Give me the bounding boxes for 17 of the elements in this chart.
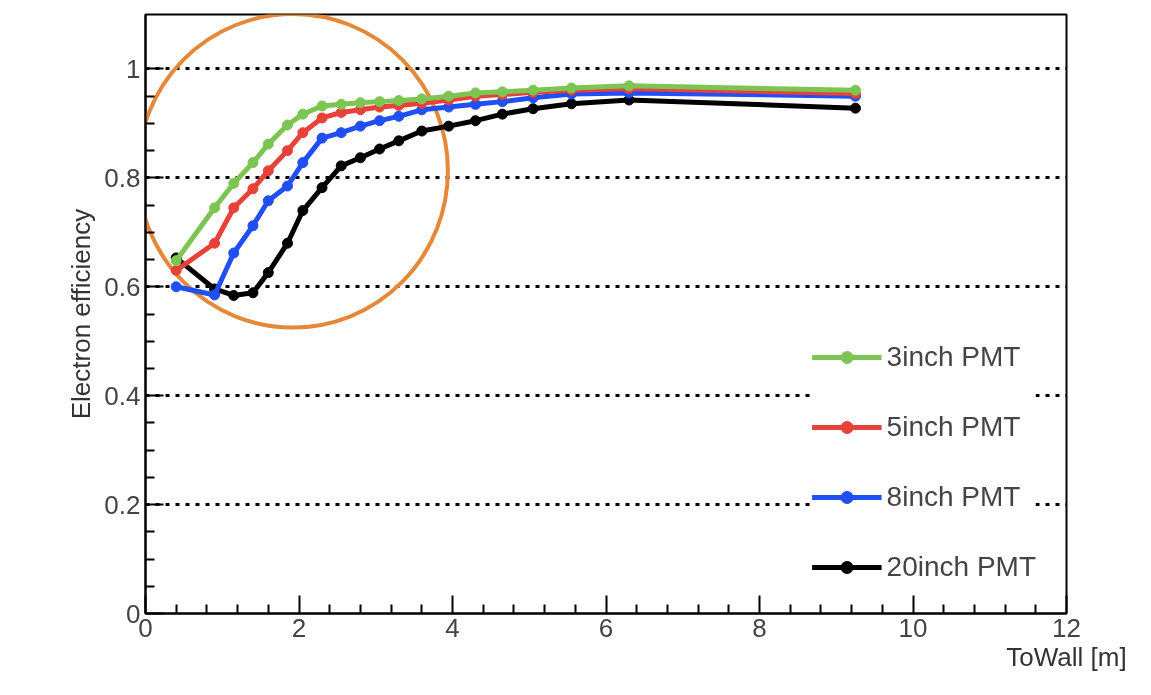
y-tick-label: 0.4 [104,380,141,411]
x-tick-label: 2 [291,612,307,643]
y-tick-label: 1 [126,53,141,84]
y-axis-title: Electron efficiency [66,208,97,420]
x-axis-title: ToWall [m] [1006,641,1127,672]
y-tick-label: 0.8 [104,162,141,193]
legend-label: 3inch PMT [886,341,1021,373]
y-tick-label: 0.2 [104,489,141,520]
y-tick-label: 0.6 [104,271,141,302]
x-tick-label: 8 [752,612,767,643]
legend-label: 8inch PMT [886,481,1021,513]
legend-label: 20inch PMT [886,551,1036,583]
x-tick-label: 12 [1052,612,1081,643]
x-tick-label: 6 [598,612,614,643]
legend-label: 5inch PMT [886,411,1021,443]
x-tick-label: 4 [445,612,460,643]
x-tick-label: 10 [898,612,928,643]
